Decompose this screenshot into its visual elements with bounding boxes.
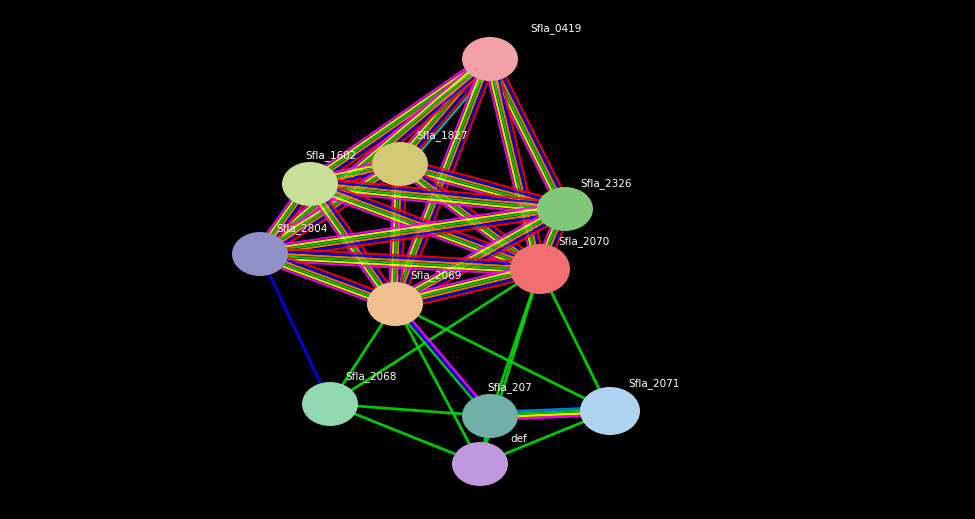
Text: Sfla_2326: Sfla_2326 bbox=[580, 178, 632, 189]
Text: Sfla_207: Sfla_207 bbox=[487, 382, 531, 393]
Ellipse shape bbox=[462, 394, 518, 438]
Text: Sfla_2070: Sfla_2070 bbox=[558, 236, 609, 247]
Text: Sfla_2071: Sfla_2071 bbox=[628, 378, 680, 389]
Ellipse shape bbox=[537, 187, 593, 231]
Ellipse shape bbox=[510, 244, 570, 294]
Ellipse shape bbox=[232, 232, 288, 276]
Ellipse shape bbox=[580, 387, 640, 435]
Text: Sfla_1827: Sfla_1827 bbox=[416, 130, 467, 141]
Ellipse shape bbox=[367, 282, 423, 326]
Ellipse shape bbox=[282, 162, 338, 206]
Ellipse shape bbox=[372, 142, 428, 186]
Text: def: def bbox=[510, 434, 526, 444]
Ellipse shape bbox=[452, 442, 508, 486]
Text: Sfla_0419: Sfla_0419 bbox=[530, 23, 581, 34]
Text: Sfla_2068: Sfla_2068 bbox=[345, 371, 397, 382]
Text: Sfla_1602: Sfla_1602 bbox=[305, 150, 357, 161]
Ellipse shape bbox=[302, 382, 358, 426]
Ellipse shape bbox=[462, 37, 518, 81]
Text: Sfla_2069: Sfla_2069 bbox=[410, 270, 461, 281]
Text: Sfla_2804: Sfla_2804 bbox=[276, 223, 328, 234]
